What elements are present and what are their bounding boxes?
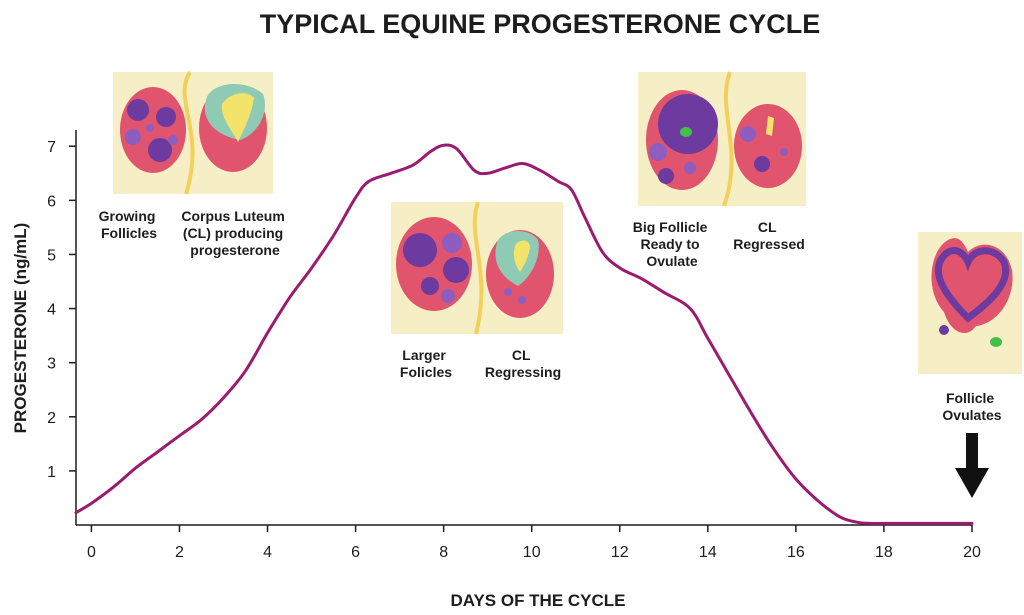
- panel-larger-follicles-icon: [391, 201, 563, 335]
- cl-regressed-label: CL Regressed: [733, 219, 805, 252]
- y-tick-label: 5: [47, 247, 56, 264]
- big-follicle-label: Big Follicle Ready to Ovulate: [633, 219, 712, 269]
- corpus-luteum-label: Corpus Luteum (CL) producing progesteron…: [181, 208, 288, 258]
- panel-big-follicle-icon: [638, 71, 806, 207]
- x-tick-label: 6: [351, 544, 360, 561]
- x-tick-label: 12: [611, 544, 629, 561]
- x-tick-label: 16: [787, 544, 805, 561]
- axes: [69, 130, 973, 532]
- larger-follicles-label: Larger Folicles: [400, 347, 452, 380]
- y-tick-label: 4: [47, 302, 56, 319]
- x-tick-label: 10: [523, 544, 541, 561]
- series: [74, 143, 974, 525]
- y-tick-label: 7: [47, 139, 56, 156]
- y-tick-label: 2: [47, 410, 56, 427]
- annotations: Growing Follicles Corpus Luteum (CL) pro…: [99, 208, 1002, 423]
- x-tick-label: 2: [175, 544, 184, 561]
- y-axis-title: PROGESTERONE (ng/mL): [11, 223, 30, 434]
- x-axis-title: DAYS OF THE CYCLE: [450, 591, 625, 610]
- illustrations: [113, 70, 1022, 374]
- y-tick-label: 3: [47, 356, 56, 373]
- x-tick-label: 0: [87, 544, 96, 561]
- x-tick-label: 4: [263, 544, 272, 561]
- x-tick-label: 18: [875, 544, 893, 561]
- x-tick-label: 8: [439, 544, 448, 561]
- down-arrow-icon: [955, 433, 989, 498]
- progesterone-line: [74, 143, 974, 525]
- panel-growing-follicles-icon: [113, 70, 273, 195]
- growing-follicles-label: Growing Follicles: [99, 208, 160, 241]
- y-tick-label: 1: [47, 464, 56, 481]
- follicle-ovulates-label: Follicle Ovulates: [942, 390, 1001, 423]
- y-tick-label: 6: [47, 193, 56, 210]
- x-tick-label: 14: [699, 544, 717, 561]
- x-tick-label: 20: [963, 544, 981, 561]
- panel-follicle-ovulates-icon: [918, 232, 1022, 374]
- chart-title: TYPICAL EQUINE PROGESTERONE CYCLE: [260, 9, 821, 39]
- cl-regressing-label: CL Regressing: [485, 347, 561, 380]
